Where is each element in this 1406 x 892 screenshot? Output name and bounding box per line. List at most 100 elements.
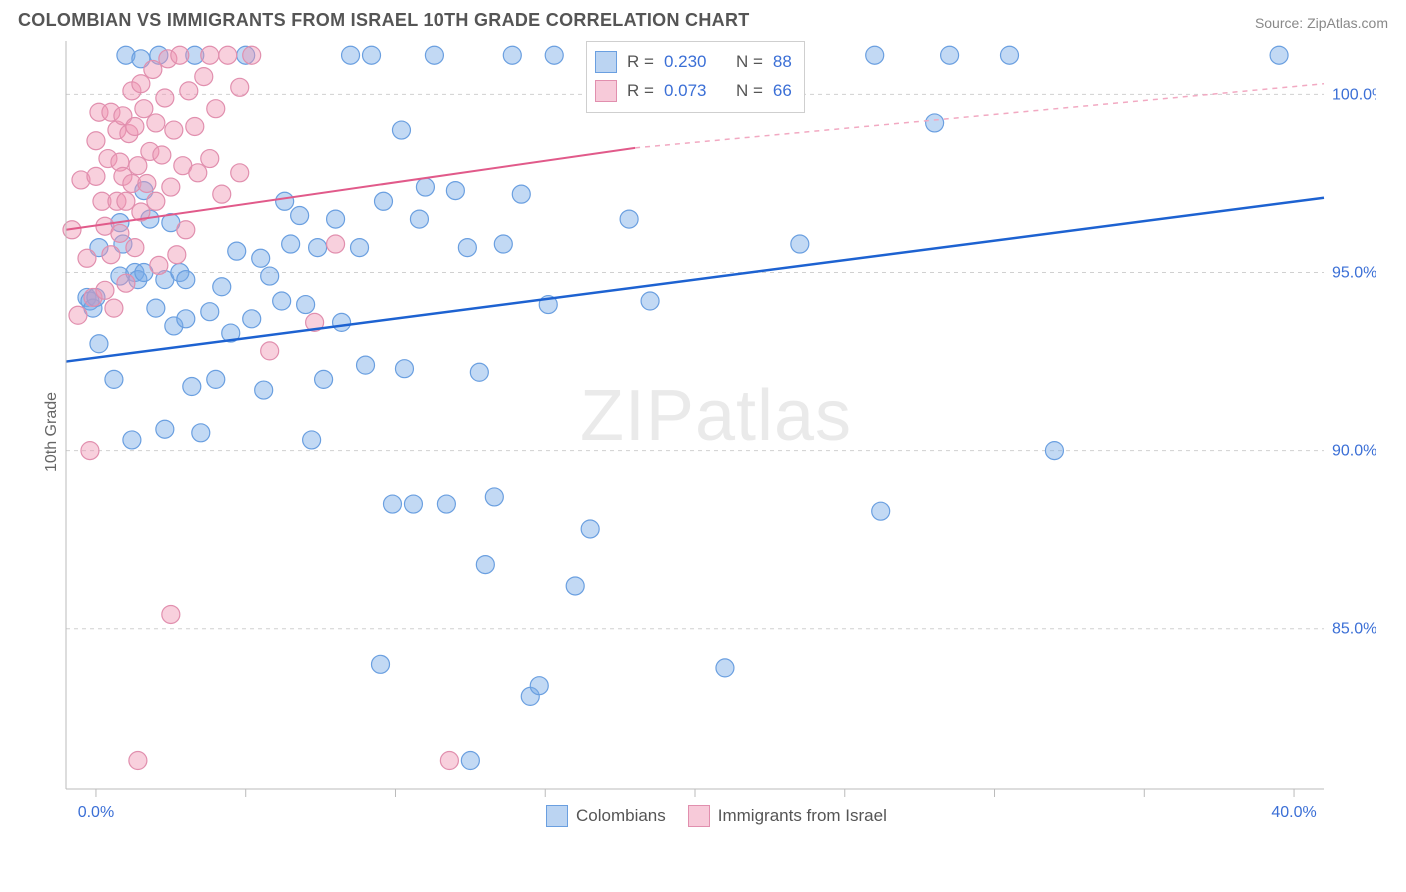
scatter-point bbox=[503, 46, 521, 64]
scatter-point bbox=[620, 210, 638, 228]
scatter-point bbox=[189, 164, 207, 182]
scatter-point bbox=[581, 520, 599, 538]
chart-title: COLOMBIAN VS IMMIGRANTS FROM ISRAEL 10TH… bbox=[18, 10, 750, 31]
scatter-point bbox=[363, 46, 381, 64]
scatter-point bbox=[297, 296, 315, 314]
scatter-point bbox=[342, 46, 360, 64]
scatter-point bbox=[147, 192, 165, 210]
scatter-point bbox=[416, 178, 434, 196]
series-legend: Colombians Immigrants from Israel bbox=[546, 805, 887, 827]
scatter-point bbox=[105, 299, 123, 317]
svg-text:90.0%: 90.0% bbox=[1332, 443, 1376, 460]
scatter-point bbox=[494, 235, 512, 253]
scatter-point bbox=[273, 292, 291, 310]
scatter-point bbox=[261, 267, 279, 285]
scatter-point bbox=[470, 363, 488, 381]
scatter-point bbox=[69, 306, 87, 324]
scatter-point bbox=[309, 239, 327, 257]
scatter-point bbox=[485, 488, 503, 506]
scatter-point bbox=[87, 132, 105, 150]
scatter-point bbox=[872, 502, 890, 520]
scatter-point bbox=[374, 192, 392, 210]
scatter-point bbox=[395, 360, 413, 378]
scatter-point bbox=[866, 46, 884, 64]
stat-r-pink: 0.073 bbox=[664, 77, 707, 106]
swatch-blue-icon bbox=[546, 805, 568, 827]
scatter-point bbox=[207, 370, 225, 388]
scatter-point bbox=[171, 46, 189, 64]
scatter-point bbox=[941, 46, 959, 64]
scatter-point bbox=[461, 752, 479, 770]
scatter-point bbox=[123, 431, 141, 449]
scatter-point bbox=[138, 174, 156, 192]
scatter-point bbox=[383, 495, 401, 513]
swatch-pink-icon bbox=[688, 805, 710, 827]
stats-row-pink: R = 0.073 N = 66 bbox=[595, 77, 792, 106]
stat-n-pink: 66 bbox=[773, 77, 792, 106]
scatter-point bbox=[96, 281, 114, 299]
scatter-point bbox=[228, 242, 246, 260]
scatter-point bbox=[392, 121, 410, 139]
scatter-point bbox=[219, 46, 237, 64]
scatter-point bbox=[147, 299, 165, 317]
svg-text:0.0%: 0.0% bbox=[78, 804, 114, 821]
source-attribution: Source: ZipAtlas.com bbox=[1255, 15, 1388, 31]
stats-legend: R = 0.230 N = 88 R = 0.073 N = 66 bbox=[586, 41, 805, 113]
scatter-point bbox=[180, 82, 198, 100]
swatch-blue-icon bbox=[595, 51, 617, 73]
scatter-point bbox=[926, 114, 944, 132]
legend-item-israel: Immigrants from Israel bbox=[688, 805, 887, 827]
scatter-point bbox=[156, 420, 174, 438]
scatter-point bbox=[327, 210, 345, 228]
scatter-point bbox=[183, 378, 201, 396]
scatter-point bbox=[315, 370, 333, 388]
scatter-point bbox=[716, 659, 734, 677]
scatter-point bbox=[1045, 442, 1063, 460]
scatter-point bbox=[165, 121, 183, 139]
stats-row-blue: R = 0.230 N = 88 bbox=[595, 48, 792, 77]
stat-n-blue: 88 bbox=[773, 48, 792, 77]
legend-label: Immigrants from Israel bbox=[718, 806, 887, 826]
scatter-point bbox=[135, 100, 153, 118]
scatter-point bbox=[201, 303, 219, 321]
scatter-point bbox=[129, 157, 147, 175]
scatter-point bbox=[105, 370, 123, 388]
scatter-point bbox=[162, 178, 180, 196]
scatter-point bbox=[440, 752, 458, 770]
scatter-point bbox=[243, 46, 261, 64]
scatter-point bbox=[252, 249, 270, 267]
scatter-point bbox=[476, 556, 494, 574]
scatter-point bbox=[282, 235, 300, 253]
scatter-point bbox=[201, 150, 219, 168]
scatter-point bbox=[372, 655, 390, 673]
scatter-point bbox=[641, 292, 659, 310]
scatter-point bbox=[357, 356, 375, 374]
svg-text:95.0%: 95.0% bbox=[1332, 265, 1376, 282]
scatter-point bbox=[566, 577, 584, 595]
stat-n-label: N = bbox=[736, 77, 763, 106]
scatter-point bbox=[177, 221, 195, 239]
svg-text:40.0%: 40.0% bbox=[1271, 804, 1316, 821]
stat-n-label: N = bbox=[736, 48, 763, 77]
scatter-point bbox=[404, 495, 422, 513]
scatter-point bbox=[351, 239, 369, 257]
svg-text:100.0%: 100.0% bbox=[1332, 86, 1376, 103]
scatter-point bbox=[231, 164, 249, 182]
scatter-point bbox=[87, 167, 105, 185]
scatter-point bbox=[458, 239, 476, 257]
stat-r-label: R = bbox=[627, 77, 654, 106]
legend-label: Colombians bbox=[576, 806, 666, 826]
scatter-point bbox=[425, 46, 443, 64]
scatter-point bbox=[303, 431, 321, 449]
scatter-point bbox=[78, 249, 96, 267]
scatter-point bbox=[327, 235, 345, 253]
scatter-point bbox=[150, 256, 168, 274]
scatter-point bbox=[129, 752, 147, 770]
scatter-point bbox=[530, 677, 548, 695]
chart-area: 10th Grade ZIPatlas 85.0%90.0%95.0%100.0… bbox=[56, 37, 1376, 827]
scatter-point bbox=[512, 185, 530, 203]
scatter-point bbox=[177, 271, 195, 289]
trend-line-blue bbox=[66, 198, 1324, 362]
scatter-point bbox=[117, 274, 135, 292]
scatter-point bbox=[213, 278, 231, 296]
